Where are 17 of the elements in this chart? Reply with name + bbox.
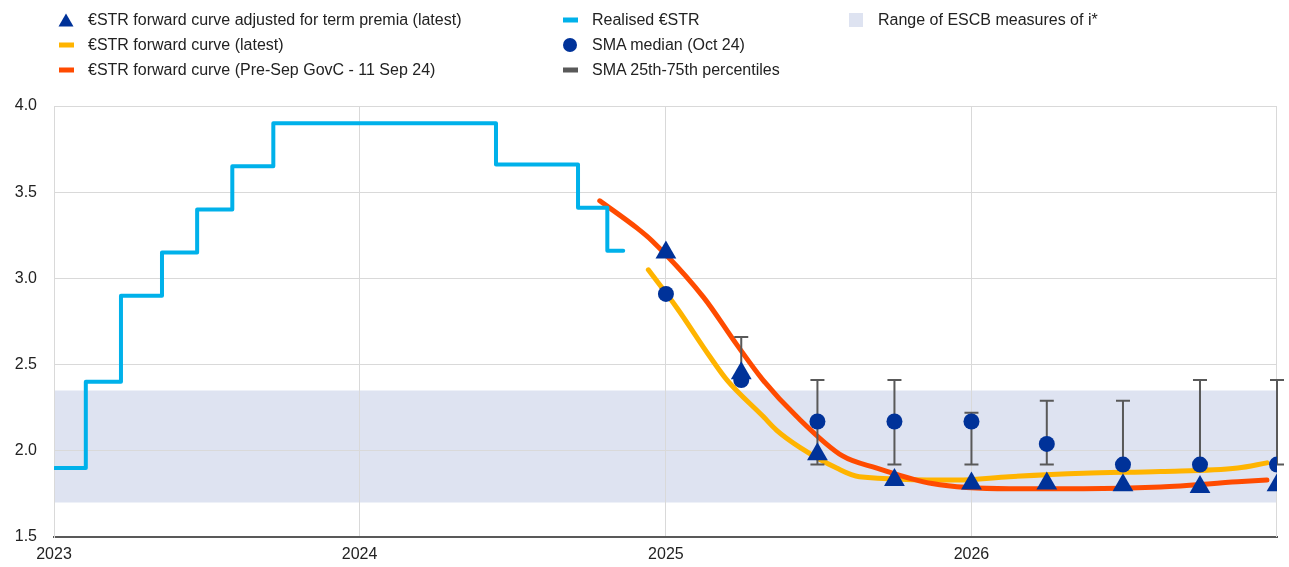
legend-label: SMA median (Oct 24) [592, 35, 745, 54]
legend-label: SMA 25th-75th percentiles [592, 60, 780, 79]
x-tick-label: 2024 [341, 545, 378, 563]
x-tick-label: 2026 [953, 545, 990, 563]
y-tick-label: 3.0 [14, 268, 38, 286]
y-tick-label: 1.5 [14, 527, 38, 545]
y-tick-label: 2.0 [14, 441, 38, 459]
legend-label: €STR forward curve adjusted for term premia (latest) [88, 10, 462, 29]
x-tick-label: 2025 [648, 545, 684, 563]
legend-label: Range of ESCB measures of i* [878, 10, 1098, 29]
legend-label: €STR forward curve (Pre-Sep GovC - 11 Sep 24) [88, 60, 436, 79]
y-tick-label: 2.5 [14, 355, 38, 373]
x-tick-label: 2023 [36, 545, 72, 563]
legend-label: Realised €STR [592, 10, 700, 29]
legend-label: €STR forward curve (latest) [88, 35, 284, 54]
y-tick-label: 4.0 [14, 96, 38, 114]
y-tick-label: 3.5 [14, 182, 38, 200]
